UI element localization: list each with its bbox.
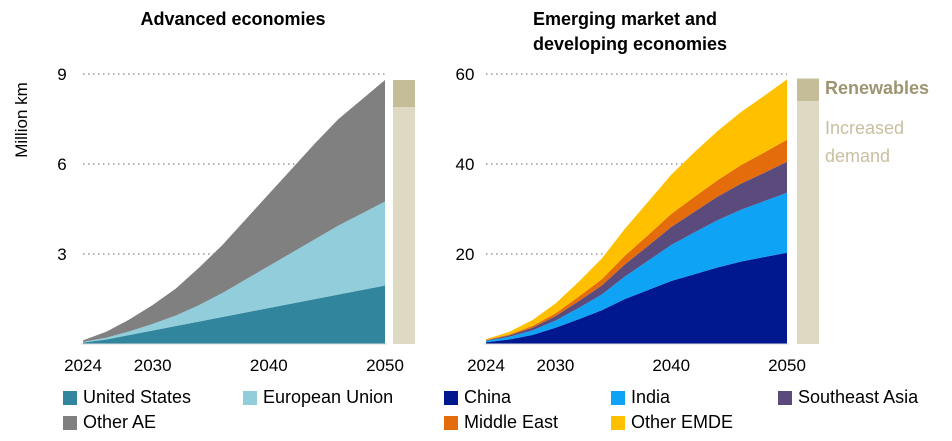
- side-bar-increased-demand: [797, 101, 819, 344]
- legend-swatch-southeast-asia: [778, 390, 792, 405]
- area-series-middle-east: [486, 139, 787, 341]
- legend-item-united-states: United States: [63, 387, 191, 408]
- y-tick-label: 3: [57, 245, 66, 264]
- y-tick-label: 9: [57, 65, 66, 84]
- y-axis-label: Million km: [12, 82, 31, 158]
- chart-title-line: Emerging market and: [533, 9, 717, 29]
- side-label-increased: Increased: [825, 118, 904, 138]
- legend-label: Other EMDE: [631, 412, 734, 432]
- y-tick-label: 40: [456, 155, 475, 174]
- area-series-india: [486, 192, 787, 343]
- legend-item-southeast-asia: Southeast Asia: [778, 387, 918, 408]
- legend-swatch-india: [611, 390, 625, 405]
- x-tick-label: 2030: [537, 356, 575, 375]
- legend-label: Other AE: [83, 412, 157, 432]
- x-tick-label: 2050: [366, 356, 404, 375]
- legend-item-middle-east: Middle East: [444, 412, 558, 433]
- legend-swatch-middle-east: [444, 415, 458, 430]
- x-tick-label: 2030: [134, 356, 172, 375]
- side-bar-increased-demand: [393, 107, 415, 344]
- chart-title: Advanced economies: [140, 9, 325, 29]
- legend-label: Southeast Asia: [798, 387, 919, 407]
- legend-swatch-china: [444, 390, 458, 405]
- legend-swatch-other-ae: [63, 415, 77, 430]
- side-label-renewables: Renewables: [825, 78, 929, 98]
- legend-swatch-other-emde: [611, 415, 625, 430]
- x-tick-label: 2040: [250, 356, 288, 375]
- legend-item-european-union: European Union: [243, 387, 393, 408]
- legend-swatch-united-states: [63, 390, 77, 405]
- area-series-other-emde: [486, 79, 787, 340]
- x-tick-label: 2024: [64, 356, 102, 375]
- chart-title-line: developing economies: [533, 34, 727, 54]
- side-bar-renewables: [393, 80, 415, 107]
- legend-label: China: [464, 387, 512, 407]
- y-tick-label: 20: [456, 245, 475, 264]
- legend-item-other-ae: Other AE: [63, 412, 156, 433]
- legend-label: India: [631, 387, 671, 407]
- legend-item-other-emde: Other EMDE: [611, 412, 733, 433]
- legend-label: European Union: [263, 387, 394, 407]
- advanced-economies-panel: Advanced economies 3 6 9 Million km 2024 2030 2…: [12, 9, 415, 375]
- x-tick-label: 2040: [652, 356, 690, 375]
- y-tick-label: 6: [57, 155, 66, 174]
- x-tick-label: 2024: [467, 356, 505, 375]
- x-tick-label: 2050: [768, 356, 806, 375]
- legend-item-india: India: [611, 387, 670, 408]
- area-series-other-ae: [83, 80, 385, 342]
- area-series-european-union: [83, 201, 385, 343]
- legend-label: United States: [83, 387, 192, 407]
- area-series-china: [486, 252, 787, 344]
- emde-panel: Emerging market and developing economies 2…: [456, 9, 930, 375]
- legend-item-china: China: [444, 387, 511, 408]
- area-series-southeast-asia: [486, 161, 787, 341]
- side-bar-renewables: [797, 78, 819, 101]
- legend-swatch-european-union: [243, 390, 257, 405]
- y-tick-label: 60: [456, 65, 475, 84]
- legend-label: Middle East: [464, 412, 559, 432]
- side-label-demand: demand: [825, 146, 890, 166]
